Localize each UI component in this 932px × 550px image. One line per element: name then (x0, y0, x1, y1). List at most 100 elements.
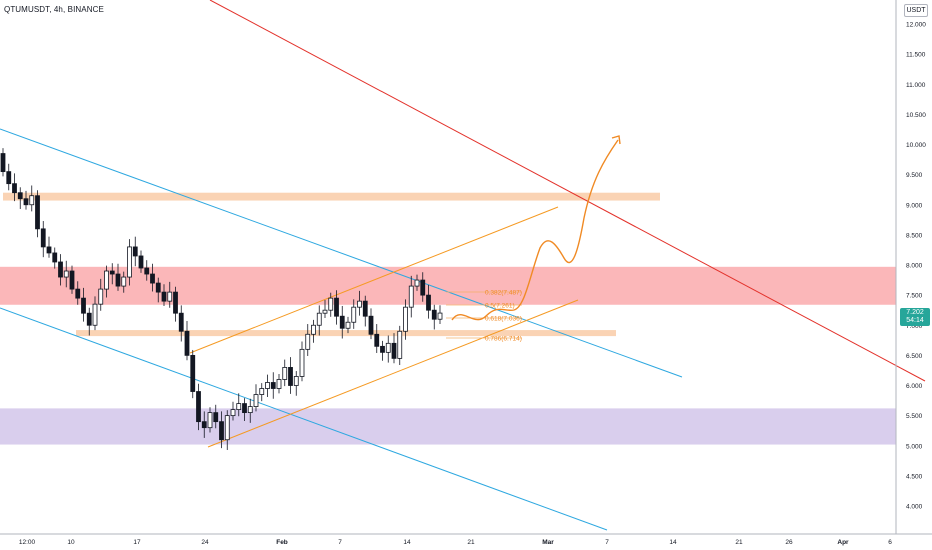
candle-body (259, 388, 265, 395)
candle-body (414, 279, 420, 287)
candle-body (368, 315, 374, 335)
price-tick-label: 9.000 (906, 202, 923, 209)
time-tick-label: Feb (276, 539, 288, 546)
price-tick-label: 5.000 (906, 443, 923, 450)
candle-body (12, 183, 17, 194)
candle-body (6, 171, 12, 185)
candle-body (426, 294, 431, 311)
price-tick-label: 10.500 (906, 112, 926, 119)
red-trend-line (209, 0, 926, 382)
price-zone (3, 192, 660, 201)
candle-body (69, 270, 75, 290)
time-tick-label: 26 (785, 539, 793, 546)
candle-body (288, 367, 293, 386)
candle-body (299, 348, 305, 377)
time-tick-label: 17 (133, 539, 141, 546)
fib-level-label: 0.382(7.487) (485, 290, 522, 297)
time-tick-label: 24 (201, 539, 209, 546)
candle-body (190, 354, 196, 392)
candle-body (357, 300, 362, 308)
candle-body (115, 273, 121, 287)
candle-body (311, 324, 316, 335)
candle-body (167, 291, 173, 302)
fib-level-label: 0.786(6.714) (485, 336, 522, 343)
candle-body (132, 246, 138, 257)
time-tick-label: Mar (542, 539, 554, 546)
candle-body (374, 333, 380, 347)
candle-body (92, 303, 98, 326)
symbol-title: QTUMUSDT, 4h, BINANCE (4, 5, 104, 14)
price-tick-label: 12.000 (906, 22, 926, 29)
candle-body (219, 421, 224, 441)
candle-body (380, 345, 385, 353)
candle-body (104, 270, 109, 290)
candle-body (121, 276, 127, 287)
candle-body (184, 330, 190, 356)
candle-body (276, 379, 282, 389)
candle-body (391, 342, 397, 359)
channel-upper-line (0, 128, 683, 378)
price-tick-label: 5.500 (906, 413, 923, 420)
candle-body (270, 382, 276, 389)
time-tick-label: 21 (735, 539, 743, 546)
price-tick-label: 4.500 (906, 473, 923, 480)
time-tick-label: 7 (338, 539, 342, 546)
candle-body (265, 382, 270, 389)
candle-body (351, 306, 357, 323)
candle-body (63, 270, 69, 278)
candle-body (207, 412, 213, 429)
candle-body (29, 195, 35, 206)
projected-path-arrowhead (611, 135, 621, 145)
time-tick-label: 7 (605, 539, 609, 546)
candle-body (293, 376, 299, 386)
candle-body (17, 192, 23, 200)
candle-body (23, 198, 29, 206)
candle-body (98, 288, 104, 305)
candle-body (58, 261, 63, 278)
candle-body (242, 403, 247, 414)
candle-body (196, 391, 201, 423)
price-zone (76, 330, 616, 337)
orange-channel-upper (189, 206, 559, 354)
candle-body (46, 246, 52, 254)
price-tick-label: 6.500 (906, 353, 923, 360)
candle-body (144, 267, 150, 275)
candle-body (173, 291, 178, 314)
price-tick-label: 11.500 (906, 52, 926, 59)
candle-body (224, 415, 230, 441)
candle-body (334, 297, 339, 317)
candle-body (247, 406, 253, 414)
price-tick-label: 4.000 (906, 504, 923, 511)
candle-body (161, 291, 167, 302)
candle-body (138, 255, 144, 269)
time-tick-label: Apr (837, 539, 849, 546)
candle-body (385, 342, 391, 353)
candle-body (201, 421, 207, 429)
price-zone (0, 408, 896, 445)
price-tick-label: 8.500 (906, 232, 923, 239)
candle-body (253, 394, 259, 407)
candle-body (345, 321, 351, 329)
candle-body (155, 282, 161, 293)
candle-body (86, 312, 92, 326)
candle-body (403, 306, 408, 332)
candle-body (322, 309, 328, 314)
bar-countdown: 54:14 (906, 317, 924, 324)
candle-body (178, 312, 184, 332)
time-tick-label: 10 (67, 539, 75, 546)
candle-body (339, 315, 345, 329)
candle-body (230, 409, 236, 417)
projected-path (451, 139, 619, 321)
candle-body (40, 228, 46, 248)
fib-level-label: 0.618(7.036) (485, 316, 522, 323)
last-price-tag: 7.202 54:14 (900, 308, 930, 326)
candle-body (316, 312, 322, 326)
candle-body (35, 195, 40, 230)
candle-body (236, 403, 242, 411)
candle-body (213, 412, 219, 423)
time-tick-label: 14 (403, 539, 411, 546)
candle-body (282, 367, 288, 380)
orange-channel-lower (207, 299, 579, 448)
currency-badge[interactable]: USDT (904, 4, 928, 17)
